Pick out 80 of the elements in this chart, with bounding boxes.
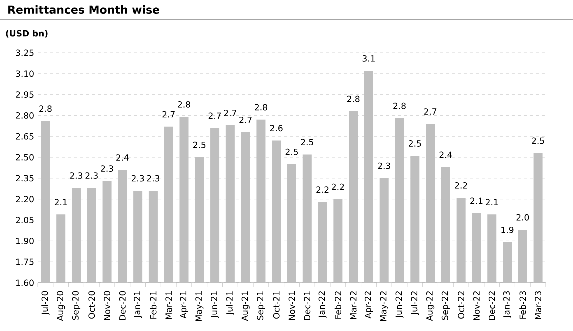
data-label: 2.4 bbox=[116, 154, 129, 161]
y-tick-label: 2.50 bbox=[16, 154, 34, 161]
x-tick-label: Oct-22 bbox=[458, 292, 465, 319]
data-label: 2.5 bbox=[286, 148, 298, 156]
data-label: 2.8 bbox=[255, 104, 268, 111]
y-tick-label: 2.35 bbox=[16, 175, 34, 182]
x-tick-label: Nov-21 bbox=[288, 292, 296, 320]
x-tick-label: Jul-20 bbox=[42, 291, 50, 316]
x-tick-label: Aug-21 bbox=[242, 292, 250, 322]
y-tick-label: 1.75 bbox=[16, 258, 34, 266]
data-label: 1.9 bbox=[502, 226, 514, 234]
x-tick-label: Dec-21 bbox=[304, 292, 311, 320]
x-tick-label: Apr-22 bbox=[364, 292, 374, 319]
x-tick-label: Dec-20 bbox=[119, 291, 126, 320]
x-tick-label: Jan-21 bbox=[134, 292, 142, 318]
data-label: 2.2 bbox=[455, 182, 468, 189]
data-label: 2.7 bbox=[424, 108, 437, 115]
x-tick-label: Feb-21 bbox=[150, 292, 157, 319]
x-tick-label: Aug-22 bbox=[426, 292, 435, 322]
x-tick-label: May-22 bbox=[380, 292, 388, 322]
data-label: 2.8 bbox=[394, 102, 406, 110]
data-label: 2.3 bbox=[378, 162, 390, 170]
x-tick-label: Aug-20 bbox=[57, 291, 66, 322]
x-tick-label: Mar-22 bbox=[350, 292, 357, 320]
data-label: 2.7 bbox=[208, 112, 222, 120]
x-tick-label: Feb-22 bbox=[334, 292, 342, 319]
data-label: 2.5 bbox=[194, 142, 206, 148]
data-label: 2.1 bbox=[470, 198, 483, 204]
y-tick-label: 2.80 bbox=[16, 112, 34, 119]
y-tick-label: 1.60 bbox=[16, 280, 34, 286]
data-label: 2.2 bbox=[332, 184, 344, 190]
y-tick-label: 2.05 bbox=[16, 217, 34, 224]
y-tick-label: 2.65 bbox=[16, 133, 34, 140]
x-tick-label: Sep-21 bbox=[257, 292, 266, 320]
data-label: 2.7 bbox=[162, 111, 175, 118]
data-label: 2.3 bbox=[101, 166, 114, 172]
data-label: 2.3 bbox=[86, 172, 98, 180]
data-label: 2.5 bbox=[532, 138, 544, 144]
y-tick-label: 2.95 bbox=[16, 92, 34, 98]
x-tick-label: Sep-20 bbox=[72, 291, 81, 320]
data-label: 2.8 bbox=[347, 96, 360, 102]
x-tick-label: Nov-22 bbox=[474, 292, 480, 320]
data-label: 2.1 bbox=[54, 199, 68, 206]
x-tick-label: Mar-23 bbox=[535, 291, 542, 320]
data-label: 2.5 bbox=[409, 140, 422, 147]
x-tick-label: Mar-21 bbox=[166, 292, 172, 320]
data-label: 2.4 bbox=[440, 152, 452, 158]
y-tick-label: 2.20 bbox=[16, 196, 34, 203]
y-axis-title: (USD bn) bbox=[6, 30, 48, 38]
data-label: 2.2 bbox=[316, 186, 329, 193]
data-label: 2.7 bbox=[224, 110, 236, 116]
y-tick-label: 3.25 bbox=[16, 50, 34, 56]
data-label: 2.7 bbox=[240, 116, 252, 124]
x-tick-label: Jul-21 bbox=[226, 292, 235, 316]
y-tick-label: 1.90 bbox=[16, 238, 34, 244]
data-label: 3.1 bbox=[362, 55, 375, 62]
data-label: 2.3 bbox=[70, 172, 83, 180]
data-label: 2.3 bbox=[132, 175, 144, 182]
x-tick-label: Jun-22 bbox=[396, 292, 404, 318]
y-tick-label: 3.10 bbox=[16, 70, 34, 78]
x-tick-label: Jul-22 bbox=[411, 292, 420, 316]
chart-title: Remittances Month wise bbox=[8, 6, 160, 14]
data-label: 2.5 bbox=[301, 139, 314, 146]
data-label: 2.0 bbox=[516, 214, 530, 221]
data-label: 2.6 bbox=[270, 125, 283, 132]
x-tick-label: Dec-22 bbox=[488, 292, 496, 320]
data-label: 2.1 bbox=[486, 199, 498, 206]
x-tick-label: Jan-22 bbox=[318, 292, 327, 318]
data-label: 2.8 bbox=[40, 106, 52, 112]
x-tick-label: May-21 bbox=[196, 292, 204, 322]
x-tick-label: Nov-20 bbox=[104, 291, 110, 320]
x-tick-label: Oct-20 bbox=[88, 291, 96, 319]
x-tick-label: Jun-21 bbox=[211, 292, 220, 318]
x-tick-label: Sep-22 bbox=[442, 292, 450, 320]
x-tick-label: Apr-21 bbox=[180, 292, 188, 319]
x-tick-label: Feb-23 bbox=[520, 291, 526, 319]
data-label: 2.8 bbox=[178, 101, 190, 108]
x-tick-label: Oct-21 bbox=[273, 292, 280, 319]
x-tick-label: Jan-23 bbox=[504, 291, 512, 318]
data-label: 2.3 bbox=[147, 175, 160, 182]
